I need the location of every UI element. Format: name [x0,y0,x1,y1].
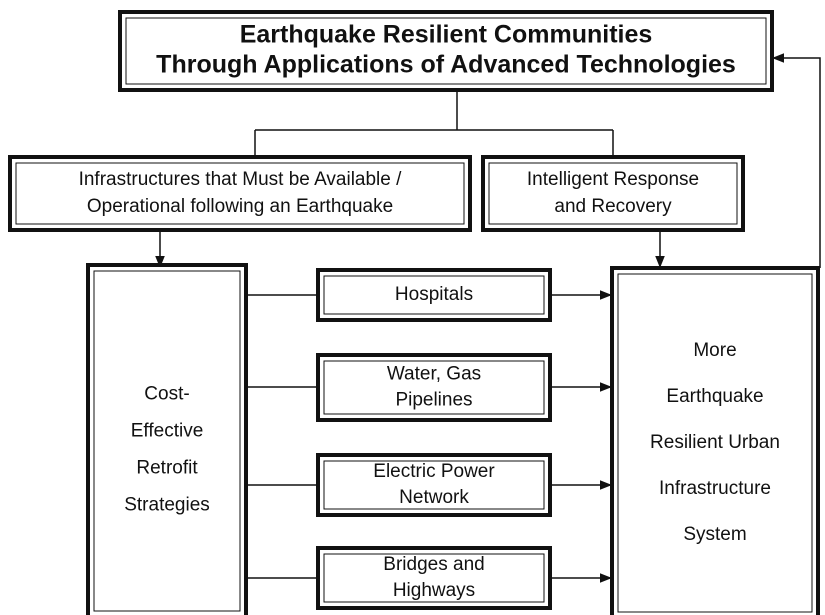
box-inner [125,17,767,85]
box-inner [323,275,545,315]
box-outer [86,263,248,615]
node-label: Retrofit [136,458,198,479]
box-outer [316,353,552,422]
node-label: More [693,340,736,361]
box-inner [93,270,241,612]
links [246,294,318,579]
node-label: Effective [131,421,204,442]
box-inner [323,460,545,510]
title-line: Through Applications of Advanced Technol… [156,51,736,79]
box-inner [488,162,738,225]
node-label: Operational following an Earthquake [87,196,393,217]
node-label: Infrastructures that Must be Available / [79,169,403,190]
title-line: Earthquake Resilient Communities [240,21,653,49]
box-inner [323,553,545,603]
connectors [155,53,821,583]
feedback-arrow [772,53,821,268]
node-label: Hospitals [395,284,473,305]
box-inner [323,360,545,415]
box-outer [481,155,745,232]
node-label: Electric Power [373,461,495,482]
node-label: Bridges and [383,554,484,575]
node-label: Water, Gas [387,364,481,385]
node-label: Highways [393,580,475,601]
box-inner [15,162,465,225]
box-inner [617,273,813,613]
node-label: Network [399,487,469,508]
box-outer [610,266,820,615]
node-label: System [683,524,746,545]
node-label: Pipelines [395,390,472,411]
node-label: Infrastructure [659,478,771,499]
node-label: Intelligent Response [527,169,699,190]
node-label: Strategies [124,495,210,516]
box-outer [316,546,552,610]
node-label: and Recovery [554,196,672,217]
node-label: Earthquake [666,386,763,407]
tree-connector [254,90,614,157]
box-outer [316,268,552,322]
node-label: Resilient Urban [650,432,780,453]
box-outer [8,155,472,232]
node-label: Cost- [144,384,189,405]
box-outer [316,453,552,517]
box-outer [118,10,774,92]
